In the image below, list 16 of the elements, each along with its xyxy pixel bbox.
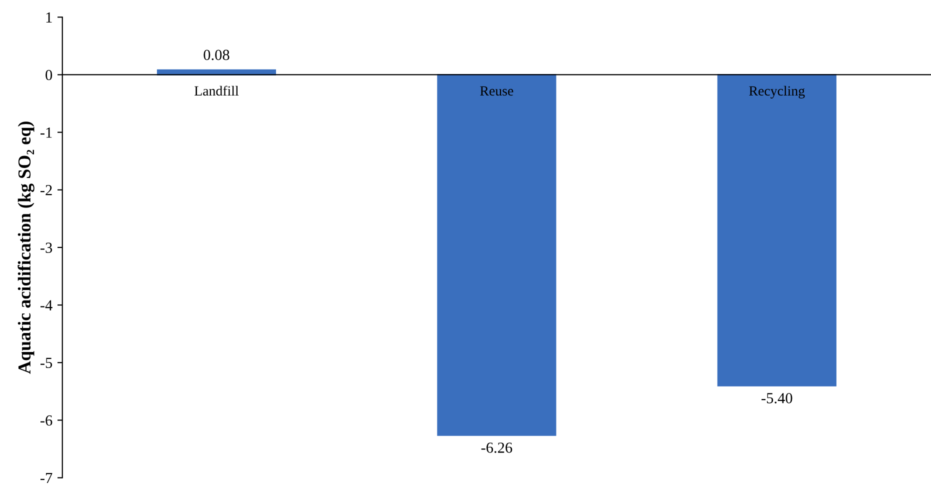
y-tick-label: -3 (40, 242, 52, 253)
x-tick-label: Reuse (480, 86, 514, 96)
x-tick-label: Landfill (194, 86, 239, 96)
x-tick-label: Recycling (749, 86, 805, 98)
y-tick-label: -2 (40, 185, 52, 196)
y-axis-title: Aquatic acidification (kg SO₂ eq) (18, 122, 34, 374)
y-tick-label: 0 (46, 70, 52, 80)
y-tick-label: 1 (46, 12, 52, 22)
data-label: 0.08 (204, 50, 230, 60)
y-tick-label: -6 (40, 415, 52, 426)
data-label: -6.26 (481, 442, 512, 453)
y-tick-label: -7 (40, 473, 52, 484)
y-tick-label: -5 (40, 358, 52, 368)
y-tick-label: -4 (40, 300, 52, 310)
data-label: -5.40 (762, 393, 792, 404)
y-tick-label: -1 (40, 128, 52, 138)
